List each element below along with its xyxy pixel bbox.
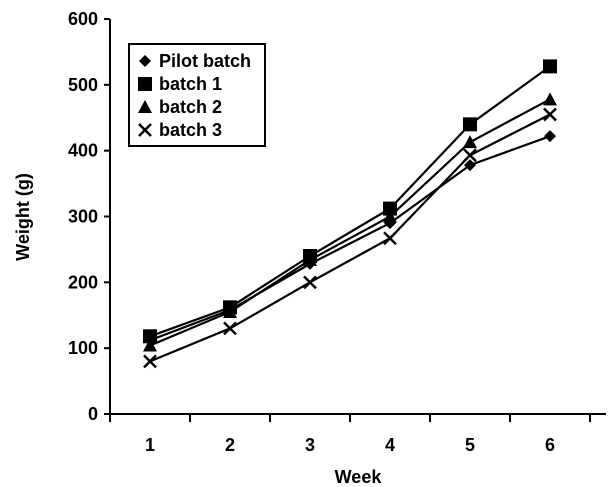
x-ticks: 1 2 3 4 5 6: [109, 414, 591, 455]
data-point: [383, 209, 397, 223]
series-line: [149, 135, 551, 342]
legend-label: batch 2: [159, 97, 222, 117]
series-line: [149, 113, 551, 363]
series-layer: [143, 59, 557, 369]
series-line: [149, 65, 551, 338]
data-point: [463, 148, 477, 163]
data-point: [463, 135, 477, 149]
legend-marker: [138, 77, 152, 91]
data-point: [223, 304, 237, 318]
legend-entry: batch 2: [138, 97, 222, 117]
data-point: [543, 92, 557, 106]
x-tick-label: 4: [385, 435, 395, 455]
x-tick-label: 6: [545, 435, 555, 455]
data-point: [543, 59, 557, 74]
data-point: [143, 338, 157, 352]
series-2: [143, 59, 557, 344]
series-line: [149, 98, 551, 347]
x-axis-title: Week: [335, 467, 383, 487]
y-axis-title: Weight (g): [13, 173, 33, 261]
legend-marker: [139, 55, 151, 67]
data-point: [383, 231, 397, 246]
x-tick-label: 5: [465, 435, 475, 455]
legend-entry: batch 3: [138, 120, 222, 140]
y-tick-label: 400: [68, 141, 98, 161]
data-point: [303, 252, 317, 266]
data-point: [543, 107, 557, 122]
data-point: [223, 321, 237, 336]
legend-label: Pilot batch: [159, 51, 251, 71]
data-point: [143, 329, 157, 344]
legend-entry: batch 1: [138, 74, 222, 94]
y-tick-label: 600: [68, 9, 98, 29]
y-ticks: 0 100 200 300 400 500 600: [68, 9, 110, 424]
legend: Pilot batch batch 1 batch 2 batch 3: [128, 43, 266, 147]
x-tick-label: 1: [145, 435, 155, 455]
legend-marker: [138, 123, 152, 137]
y-tick-label: 500: [68, 75, 98, 95]
y-tick-label: 100: [68, 338, 98, 358]
data-point: [464, 159, 476, 172]
y-tick-label: 200: [68, 272, 98, 292]
data-point: [303, 275, 317, 290]
x-tick-label: 2: [225, 435, 235, 455]
series-3: [143, 92, 557, 352]
data-point: [463, 117, 477, 132]
legend-label: batch 3: [159, 120, 222, 140]
legend-box: [128, 43, 266, 147]
data-point: [143, 354, 157, 369]
y-tick-label: 300: [68, 207, 98, 227]
y-tick-label: 0: [88, 404, 98, 424]
legend-marker: [138, 100, 152, 113]
data-point: [544, 130, 556, 143]
legend-entry: Pilot batch: [139, 51, 251, 71]
x-tick-label: 3: [305, 435, 315, 455]
series-4: [143, 107, 557, 369]
legend-label: batch 1: [159, 74, 222, 94]
